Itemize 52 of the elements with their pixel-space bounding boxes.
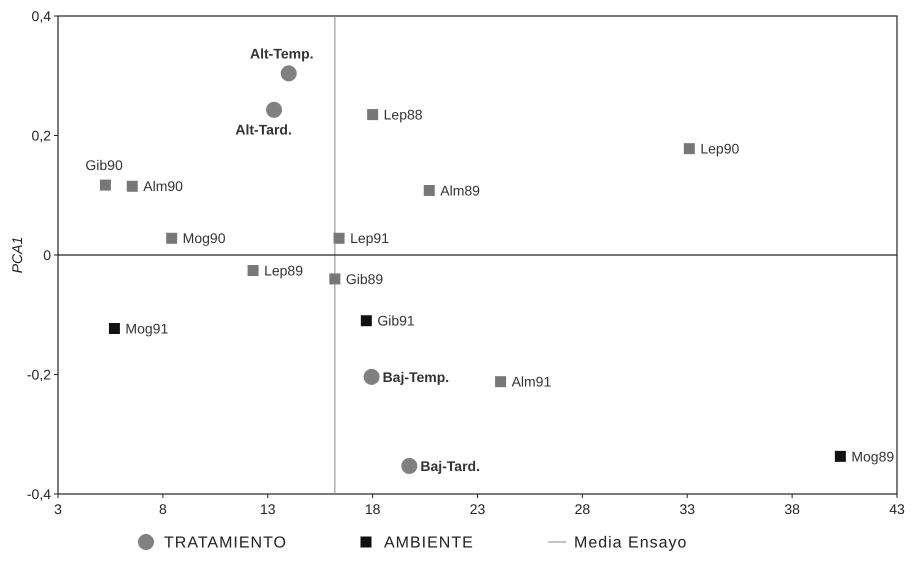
annotation: Mog91	[125, 320, 168, 336]
x-tick-label: 23	[470, 501, 486, 517]
y-tick-label: 0,2	[32, 127, 52, 144]
annotation: Gib89	[346, 270, 384, 287]
x-tick-label: 28	[574, 501, 590, 517]
point	[126, 180, 138, 192]
annotation: Baj-Temp.	[382, 368, 450, 385]
point	[360, 315, 372, 326]
x-tick-label: 18	[364, 501, 381, 517]
annotation: Lep91	[350, 230, 390, 246]
annotation: Alm91	[512, 374, 552, 390]
point	[684, 143, 695, 154]
point	[364, 368, 380, 385]
point	[108, 322, 120, 334]
point	[367, 109, 378, 120]
legend-label: AMBIENTE	[384, 534, 474, 552]
point	[495, 376, 506, 388]
x-tick-label: 3	[54, 501, 62, 517]
point	[424, 184, 435, 196]
annotation: Lep90	[700, 140, 740, 157]
annotation: Alt-Tard.	[235, 122, 292, 138]
point	[334, 232, 345, 244]
annotation: Alm89	[440, 182, 480, 198]
annotation: Gib90	[85, 156, 123, 173]
point	[100, 180, 111, 191]
y-tick-label: -0,2	[26, 366, 52, 382]
annotation: Alt-Temp.	[250, 45, 314, 62]
point	[280, 65, 297, 82]
point	[329, 273, 340, 284]
point	[166, 232, 178, 244]
x-tick-label: 13	[260, 501, 276, 517]
annotation: Mog90	[182, 230, 226, 246]
legend-label: TRATAMIENTO	[164, 534, 287, 552]
point	[248, 265, 259, 276]
y-tick-label: 0	[43, 246, 52, 263]
legend-label: Media Ensayo	[574, 534, 688, 552]
x-tick-label: 43	[889, 501, 905, 517]
annotation: Gib91	[377, 312, 415, 329]
y-tick-label: -0,4	[26, 486, 52, 502]
annotation: Baj-Tard.	[420, 458, 480, 474]
x-tick-label: 33	[679, 501, 696, 517]
x-tick-label: 38	[784, 501, 800, 517]
point	[401, 458, 418, 474]
x-tick-label: 8	[158, 501, 167, 517]
point	[834, 450, 846, 462]
y-axis-title: PCA1	[9, 236, 25, 274]
annotation: Lep88	[384, 106, 423, 122]
annotation: Lep89	[264, 262, 304, 278]
annotation: Mog89	[851, 448, 894, 464]
annotation: Alm90	[143, 178, 184, 194]
point	[266, 102, 282, 118]
y-tick-label: 0,4	[32, 8, 52, 24]
